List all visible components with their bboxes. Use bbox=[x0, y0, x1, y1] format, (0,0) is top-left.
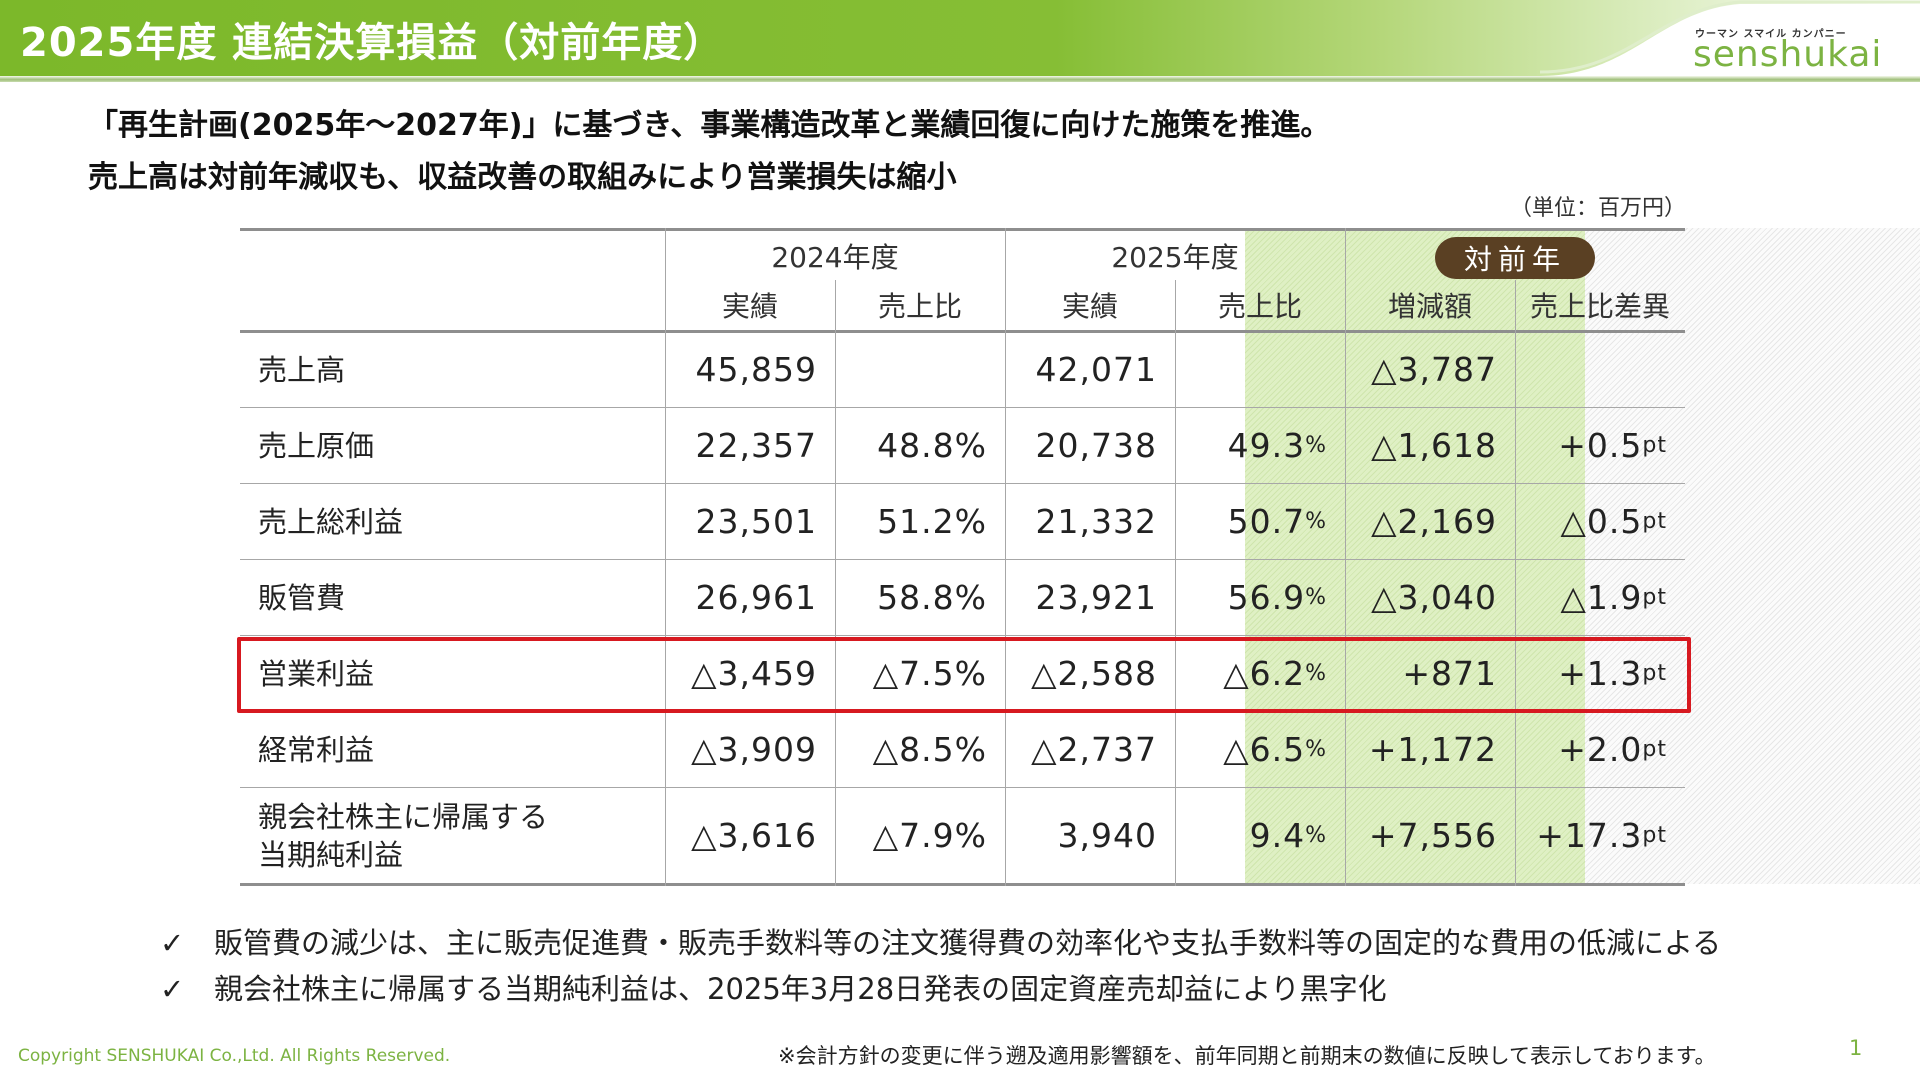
column-divider bbox=[665, 228, 666, 886]
cell-fy2025-ratio: △6.5% bbox=[1223, 730, 1327, 769]
subheader-fy2025-ratio: 売上比 bbox=[1217, 290, 1302, 323]
cell-fy2025-ratio: 50.7% bbox=[1227, 502, 1327, 541]
check-icon: ✓ bbox=[160, 926, 185, 960]
row-label-line2: 当期純利益 bbox=[258, 837, 404, 872]
cell-fy2025-actual: 20,738 bbox=[1035, 426, 1157, 465]
cell-fy2025-actual: 42,071 bbox=[1035, 350, 1157, 389]
cell-fy2025-ratio bbox=[1175, 332, 1345, 407]
headline-2: 売上高は対前年減収も、収益改善の取組みにより営業損失は縮小 bbox=[88, 160, 957, 195]
cell-yoy-change: △1,618 bbox=[1371, 426, 1497, 465]
cell-fy2024-ratio: △7.5% bbox=[872, 654, 987, 693]
cell-fy2025-actual: △2,588 bbox=[1031, 654, 1157, 693]
cell-fy2024-actual: 23,501 bbox=[695, 502, 817, 541]
cell-fy2025-ratio: 49.3% bbox=[1227, 426, 1327, 465]
cell-ratio-diff: +1.3 pt bbox=[1558, 654, 1667, 693]
cell-fy2024-ratio: 58.8% bbox=[877, 578, 987, 617]
row-divider bbox=[240, 559, 1685, 560]
column-divider bbox=[1005, 228, 1006, 886]
cell-fy2024-ratio: △7.9% bbox=[872, 816, 987, 855]
operating-income-highlight-box bbox=[237, 637, 1691, 713]
unit-note: （単位：百万円） bbox=[1510, 196, 1687, 221]
accounting-footnote: ※会計方針の変更に伴う遡及適用影響額を、前年同期と前期末の数値に反映して表示して… bbox=[778, 1044, 1716, 1068]
cell-ratio-diff: +0.5 pt bbox=[1558, 426, 1667, 465]
cell-fy2024-actual: △3,459 bbox=[691, 654, 817, 693]
cell-yoy-change: +1,172 bbox=[1368, 730, 1497, 769]
cell-fy2024-ratio: 48.8% bbox=[877, 426, 987, 465]
logo-tagline: ウーマン スマイル カンパニー bbox=[1695, 29, 1847, 40]
cell-fy2024-ratio: 51.2% bbox=[877, 502, 987, 541]
header-swoosh-decoration bbox=[1540, 0, 1920, 76]
header-band bbox=[0, 0, 1920, 76]
row-divider bbox=[240, 787, 1685, 788]
subheader-ratio-diff: 売上比差異 bbox=[1529, 290, 1670, 323]
row-divider bbox=[240, 483, 1685, 484]
header-fy2025: 2025年度 bbox=[1111, 241, 1239, 274]
cell-fy2024-actual: 22,357 bbox=[695, 426, 817, 465]
column-divider bbox=[1175, 280, 1176, 886]
note-text: 親会社株主に帰属する当期純利益は、2025年3月28日発表の固定資産売却益により… bbox=[214, 972, 1387, 1006]
cell-ratio-diff: △0.5 pt bbox=[1560, 502, 1667, 541]
cell-yoy-change: +871 bbox=[1402, 654, 1497, 693]
row-label-net-sales: 売上高 bbox=[258, 352, 346, 387]
row-label-ordinary-income: 経常利益 bbox=[258, 732, 375, 767]
cell-ratio-diff bbox=[1515, 332, 1685, 407]
cell-fy2024-ratio: △8.5% bbox=[872, 730, 987, 769]
note-item: ✓ 販管費の減少は、主に販売促進費・販売手数料等の注文獲得費の効率化や支払手数料等… bbox=[160, 920, 1721, 962]
pl-table: 2024年度 2025年度 対前年 実績 売上比 実績 売上比 増減額 売上比差… bbox=[240, 228, 1920, 886]
page-number: 1 bbox=[1849, 1036, 1863, 1060]
subheader-fy2024-ratio: 売上比 bbox=[877, 290, 962, 323]
cell-fy2025-ratio: △6.2% bbox=[1223, 654, 1327, 693]
header-bottom-border bbox=[240, 330, 1685, 333]
yoy-badge: 対前年 bbox=[1435, 237, 1595, 279]
header-divider bbox=[0, 76, 1920, 82]
column-divider bbox=[1515, 280, 1516, 886]
row-label-net-income-attributable: 親会社株主に帰属する 当期純利益 bbox=[240, 788, 665, 883]
row-label-operating-income: 営業利益 bbox=[258, 656, 375, 691]
column-divider bbox=[1345, 228, 1346, 886]
cell-yoy-change: △2,169 bbox=[1371, 502, 1497, 541]
subheader-fy2025-actual: 実績 bbox=[1061, 290, 1118, 323]
copyright: Copyright SENSHUKAI Co.,Ltd. All Rights … bbox=[18, 1046, 451, 1066]
row-label-gross-profit: 売上総利益 bbox=[258, 504, 404, 539]
note-item: ✓ 親会社株主に帰属する当期純利益は、2025年3月28日発表の固定資産売却益によ… bbox=[160, 966, 1387, 1008]
cell-fy2025-actual: 23,921 bbox=[1035, 578, 1157, 617]
cell-ratio-diff: +17.3 pt bbox=[1536, 816, 1667, 855]
row-label-line1: 親会社株主に帰属する bbox=[258, 799, 549, 834]
senshukai-logo: senshukai bbox=[1693, 34, 1883, 75]
cell-fy2025-actual: △2,737 bbox=[1031, 730, 1157, 769]
row-label-cost-of-sales: 売上原価 bbox=[258, 428, 375, 463]
page-title: 2025年度 連結決算損益（対前年度） bbox=[20, 20, 725, 66]
table-top-border bbox=[240, 228, 1685, 231]
subheader-yoy-change: 増減額 bbox=[1387, 290, 1472, 323]
row-divider bbox=[240, 407, 1685, 408]
cell-ratio-diff: △1.9 pt bbox=[1560, 578, 1667, 617]
cell-yoy-change: △3,787 bbox=[1371, 350, 1497, 389]
headline-1: 「再生計画(2025年～2027年)」に基づき、事業構造改革と業績回復に向けた施… bbox=[88, 108, 1331, 143]
cell-yoy-change: △3,040 bbox=[1371, 578, 1497, 617]
cell-fy2024-actual: 26,961 bbox=[695, 578, 817, 617]
row-label-sga: 販管費 bbox=[258, 580, 346, 615]
cell-ratio-diff: +2.0 pt bbox=[1558, 730, 1667, 769]
cell-fy2025-ratio: 56.9% bbox=[1227, 578, 1327, 617]
check-icon: ✓ bbox=[160, 972, 185, 1006]
cell-fy2024-actual: 45,859 bbox=[695, 350, 817, 389]
column-divider bbox=[835, 280, 836, 886]
cell-fy2025-actual: 21,332 bbox=[1035, 502, 1157, 541]
note-text: 販管費の減少は、主に販売促進費・販売手数料等の注文獲得費の効率化や支払手数料等の… bbox=[214, 926, 1722, 960]
yoy-column-background bbox=[1585, 228, 1920, 884]
table-bottom-border bbox=[240, 883, 1685, 886]
cell-fy2025-ratio: 9.4% bbox=[1249, 816, 1327, 855]
header-fy2024: 2024年度 bbox=[771, 241, 899, 274]
cell-yoy-change: +7,556 bbox=[1368, 816, 1497, 855]
cell-fy2024-actual: △3,616 bbox=[691, 816, 817, 855]
cell-fy2024-actual: △3,909 bbox=[691, 730, 817, 769]
subheader-fy2024-actual: 実績 bbox=[721, 290, 778, 323]
cell-fy2024-ratio bbox=[835, 332, 1005, 407]
cell-fy2025-actual: 3,940 bbox=[1057, 816, 1157, 855]
row-divider bbox=[240, 635, 1685, 636]
fy2025-column-background bbox=[1245, 228, 1585, 884]
